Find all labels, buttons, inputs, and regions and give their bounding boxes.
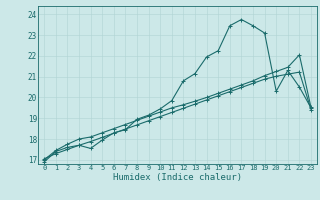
X-axis label: Humidex (Indice chaleur): Humidex (Indice chaleur): [113, 173, 242, 182]
